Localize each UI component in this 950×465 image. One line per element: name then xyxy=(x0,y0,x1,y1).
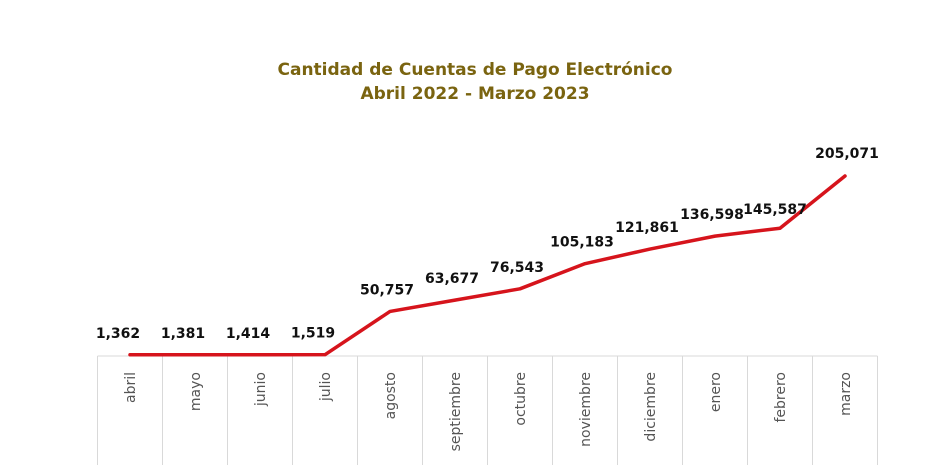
data-point xyxy=(778,226,782,230)
data-point xyxy=(843,174,847,178)
chart-title: Cantidad de Cuentas de Pago Electrónico xyxy=(277,60,673,80)
data-label: 63,677 xyxy=(425,271,479,287)
data-label: 136,598 xyxy=(680,207,744,223)
chart-title-block: Cantidad de Cuentas de Pago Electrónico … xyxy=(0,58,950,106)
category-tick-label: marzo xyxy=(838,372,854,416)
data-point xyxy=(388,309,392,313)
data-label: 76,543 xyxy=(490,260,544,276)
category-tick-label: diciembre xyxy=(643,372,659,442)
data-point xyxy=(583,262,587,266)
category-tick-label: mayo xyxy=(188,372,204,411)
category-tick-label: junio xyxy=(253,372,269,407)
data-label: 1,414 xyxy=(226,326,271,342)
data-label: 205,071 xyxy=(815,146,879,162)
data-point xyxy=(648,247,652,251)
data-labels: 1,362 1,381 1,414 1,519 50,757 63,677 76,543 10… xyxy=(96,146,879,342)
data-point xyxy=(323,353,327,357)
data-point xyxy=(193,353,197,357)
data-point xyxy=(713,234,717,238)
series-line xyxy=(128,174,847,357)
category-tick-label: agosto xyxy=(383,372,399,419)
category-tick-labels: abril mayo junio julio agosto septiembre octub… xyxy=(123,372,854,451)
series-line-group xyxy=(128,174,847,357)
category-tick-label: septiembre xyxy=(448,372,464,451)
category-tick-label: noviembre xyxy=(578,372,594,447)
category-tick-label: octubre xyxy=(513,372,529,426)
data-point xyxy=(518,287,522,291)
data-label: 121,861 xyxy=(615,220,679,236)
data-point xyxy=(453,298,457,302)
category-tick-label: abril xyxy=(123,372,139,403)
data-label: 1,519 xyxy=(291,326,335,342)
category-tick-label: julio xyxy=(318,372,334,402)
category-tick-label: enero xyxy=(708,372,724,412)
data-label: 105,183 xyxy=(550,235,614,251)
data-label: 1,381 xyxy=(161,326,205,342)
data-label: 50,757 xyxy=(360,282,414,298)
data-label: 145,587 xyxy=(743,202,807,218)
chart-axes xyxy=(97,355,878,465)
chart-subtitle: Abril 2022 - Marzo 2023 xyxy=(360,84,590,104)
data-point xyxy=(128,353,132,357)
data-point xyxy=(258,353,262,357)
data-label: 1,362 xyxy=(96,326,140,342)
category-tick-label: febrero xyxy=(773,372,789,423)
